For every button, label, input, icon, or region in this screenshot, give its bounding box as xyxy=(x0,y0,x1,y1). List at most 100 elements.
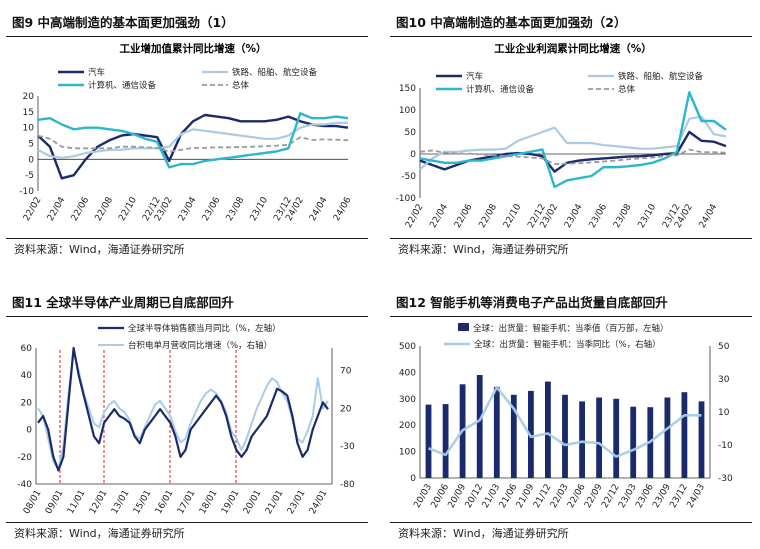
x-tick-label: 23/06 xyxy=(201,195,223,223)
series-line xyxy=(37,121,348,159)
series-line xyxy=(37,112,349,169)
y-tick-label-left: -20 xyxy=(17,453,32,463)
bar xyxy=(596,397,602,478)
figure-title: 图11 全球半导体产业周期已自底部回升 xyxy=(6,290,368,317)
y-tick-label: -50 xyxy=(401,172,416,182)
y-tick-label: -5 xyxy=(25,171,34,181)
y-tick-label: 150 xyxy=(399,84,416,94)
y-tick-label-left: 20 xyxy=(21,398,33,408)
x-tick-label: 22/10 xyxy=(117,195,139,223)
x-tick-label: 17/01 xyxy=(176,489,198,516)
x-tick-label: 23/10 xyxy=(249,195,271,223)
bar xyxy=(545,381,551,478)
y-tick-label-left: 40 xyxy=(21,371,33,381)
legend-swatch xyxy=(458,323,469,331)
bar xyxy=(476,375,483,478)
x-tick-label: 22/10 xyxy=(502,202,524,230)
x-tick-label: 23/06 xyxy=(588,202,610,230)
chart-smartphone-shipments: 0100200300400500-30-1010305020/0320/0620… xyxy=(399,323,733,510)
bar xyxy=(698,401,705,478)
x-tick-label: 23/10 xyxy=(637,202,659,230)
y-tick-label: 100 xyxy=(399,106,416,116)
bar xyxy=(493,386,500,478)
legend-label: 铁路、船舶、航空设备 xyxy=(232,67,318,78)
y-tick-label: 10 xyxy=(23,124,35,134)
y-tick-label-right: 50 xyxy=(718,342,730,352)
series-line xyxy=(419,115,727,171)
y-tick-label-right: -30 xyxy=(718,474,733,484)
legend-label: 汽车 xyxy=(466,71,483,82)
y-tick-label-left: 500 xyxy=(399,342,416,352)
y-tick-label: 5 xyxy=(28,140,34,150)
x-tick-label: 23/04 xyxy=(177,195,199,223)
x-tick-label: 16/01 xyxy=(154,489,176,516)
y-tick-label-right: 10 xyxy=(718,408,730,418)
legend-label: 全球：出货量：智能手机：当季同比（%，右轴） xyxy=(474,339,661,350)
x-tick-label: 23/08 xyxy=(225,195,247,223)
series-line xyxy=(37,113,349,180)
x-tick-label: 15/01 xyxy=(132,489,154,516)
legend-label: 总体 xyxy=(618,84,636,95)
bar xyxy=(562,394,568,478)
y-tick-label-left: 100 xyxy=(399,448,416,458)
x-tick-label: 23/01 xyxy=(286,489,308,516)
y-tick-label: 20 xyxy=(23,92,35,102)
y-tick-label-right: 70 xyxy=(340,367,352,377)
y-tick-label-right: 30 xyxy=(718,375,730,385)
y-tick-label: -100 xyxy=(396,194,417,204)
x-tick-label: 23/08 xyxy=(612,202,634,230)
chart-title: 工业增加值累计同比增速（%） xyxy=(119,42,266,55)
figure-title: 图12 智能手机等消费电子产品出货量自底部回升 xyxy=(390,290,752,317)
panel-fig10: 图10 中高端制造的基本面更加强劲（2） 工业企业利润累计同比增速（%） -100… xyxy=(390,10,752,260)
x-tick-label: 09/01 xyxy=(44,489,66,516)
bar xyxy=(681,392,688,478)
series-line xyxy=(37,350,329,470)
y-tick-label-left: 300 xyxy=(399,395,416,405)
source-note: 资料来源：Wind，海通证券研究所 xyxy=(6,522,368,545)
x-tick-label: 19/01 xyxy=(220,489,242,516)
series-line xyxy=(419,148,727,165)
y-tick-label: 0 xyxy=(410,150,416,160)
y-tick-label-right: -30 xyxy=(340,442,355,452)
figure-title: 图10 中高端制造的基本面更加强劲（2） xyxy=(390,10,752,37)
bar xyxy=(510,394,517,478)
x-tick-label: 24/06 xyxy=(332,195,354,223)
x-tick-label: 12/01 xyxy=(88,489,110,516)
y-tick-label: 0 xyxy=(28,155,34,165)
x-tick-label: 20/01 xyxy=(242,489,264,516)
x-tick-label: 24/01 xyxy=(308,489,330,516)
y-tick-label-left: 0 xyxy=(410,474,416,484)
x-tick-label: 24/04 xyxy=(698,202,720,230)
x-tick-label: 22/02 xyxy=(404,203,426,230)
y-tick-label-right: -10 xyxy=(718,441,733,451)
bar xyxy=(579,401,585,478)
chart-semiconductor-cycle: -40 -20 0 20 40 60 -80 -30 20 70 08/01 09/01 11/01 12… xyxy=(17,323,355,516)
bar xyxy=(442,404,449,478)
legend-label: 计算机、通信设备 xyxy=(88,80,157,91)
x-tick-label: 22/04 xyxy=(46,195,68,223)
x-tick-label: 22/08 xyxy=(94,195,116,223)
y-tick-label: -10 xyxy=(19,187,34,197)
x-tick-label: 21/01 xyxy=(264,489,286,516)
x-tick-label: 24/04 xyxy=(308,195,330,223)
panel-fig9: 图9 中高端制造的基本面更加强劲（1） 工业增加值累计同比增速（%） -10 -5 0… xyxy=(6,10,368,260)
x-tick-label: 11/01 xyxy=(66,489,88,516)
bar xyxy=(613,398,620,478)
chart-title: 工业企业利润累计同比增速（%） xyxy=(494,42,652,55)
source-note: 资料来源：Wind，海通证券研究所 xyxy=(390,522,752,545)
y-tick-label: 50 xyxy=(405,128,417,138)
y-tick-label: 15 xyxy=(23,108,34,118)
series-line xyxy=(428,386,702,458)
chart-industrial-value-added: 工业增加值累计同比增速（%） -10 -5 0 5 10 15 20 22/02 22/04 22/… xyxy=(19,42,354,223)
legend-label: 铁路、船舶、航空设备 xyxy=(618,71,704,82)
x-tick-label: 08/01 xyxy=(22,489,44,516)
bar xyxy=(425,404,432,478)
legend-label: 全球：出货量：智能手机：当季值（百万部，左轴） xyxy=(473,323,669,334)
y-tick-label-left: 400 xyxy=(399,368,416,378)
legend-label: 全球半导体销售额当月同比（%，左轴） xyxy=(128,323,281,334)
bar xyxy=(630,406,637,478)
x-tick-label: 22/08 xyxy=(477,202,499,230)
y-tick-label-right: -80 xyxy=(340,480,355,490)
figure-title: 图9 中高端制造的基本面更加强劲（1） xyxy=(6,10,368,37)
x-tick-label: 22/02 xyxy=(22,196,44,223)
